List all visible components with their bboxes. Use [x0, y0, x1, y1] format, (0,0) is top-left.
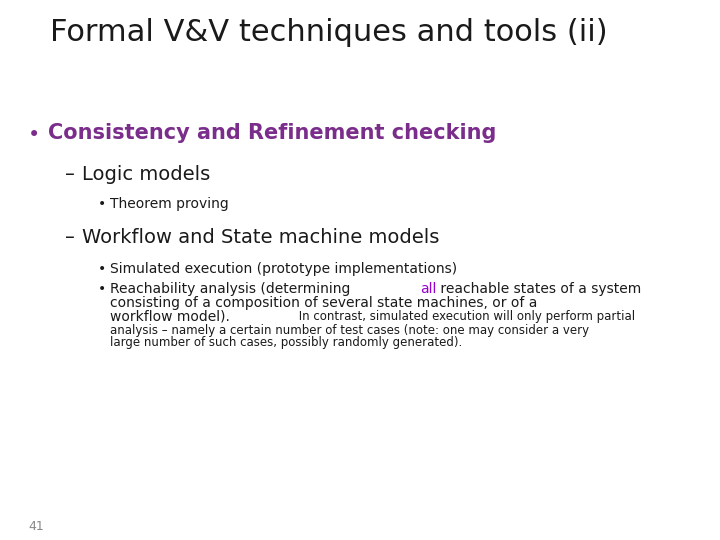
Text: In contrast, simulated execution will only perform partial: In contrast, simulated execution will on…: [295, 310, 635, 323]
Text: Simulated execution (prototype implementations): Simulated execution (prototype implement…: [110, 262, 457, 276]
Text: •: •: [98, 282, 107, 296]
Text: workflow model).: workflow model).: [110, 310, 230, 324]
Text: •: •: [98, 262, 107, 276]
Text: 41: 41: [28, 520, 44, 533]
Text: Formal V&V techniques and tools (ii): Formal V&V techniques and tools (ii): [50, 18, 608, 47]
Text: analysis – namely a certain number of test cases (note: one may consider a very: analysis – namely a certain number of te…: [110, 324, 589, 337]
Text: large number of such cases, possibly randomly generated).: large number of such cases, possibly ran…: [110, 336, 462, 349]
Text: –: –: [65, 165, 75, 184]
Text: –: –: [65, 228, 75, 247]
Text: reachable states of a system: reachable states of a system: [436, 282, 642, 296]
Text: Reachability analysis (determining: Reachability analysis (determining: [110, 282, 355, 296]
Text: consisting of a composition of several state machines, or of a: consisting of a composition of several s…: [110, 296, 537, 310]
Text: •: •: [28, 125, 40, 145]
Text: Theorem proving: Theorem proving: [110, 197, 229, 211]
Text: all: all: [420, 282, 436, 296]
Text: Consistency and Refinement checking: Consistency and Refinement checking: [48, 123, 496, 143]
Text: Workflow and State machine models: Workflow and State machine models: [82, 228, 439, 247]
Text: •: •: [98, 197, 107, 211]
Text: Logic models: Logic models: [82, 165, 210, 184]
